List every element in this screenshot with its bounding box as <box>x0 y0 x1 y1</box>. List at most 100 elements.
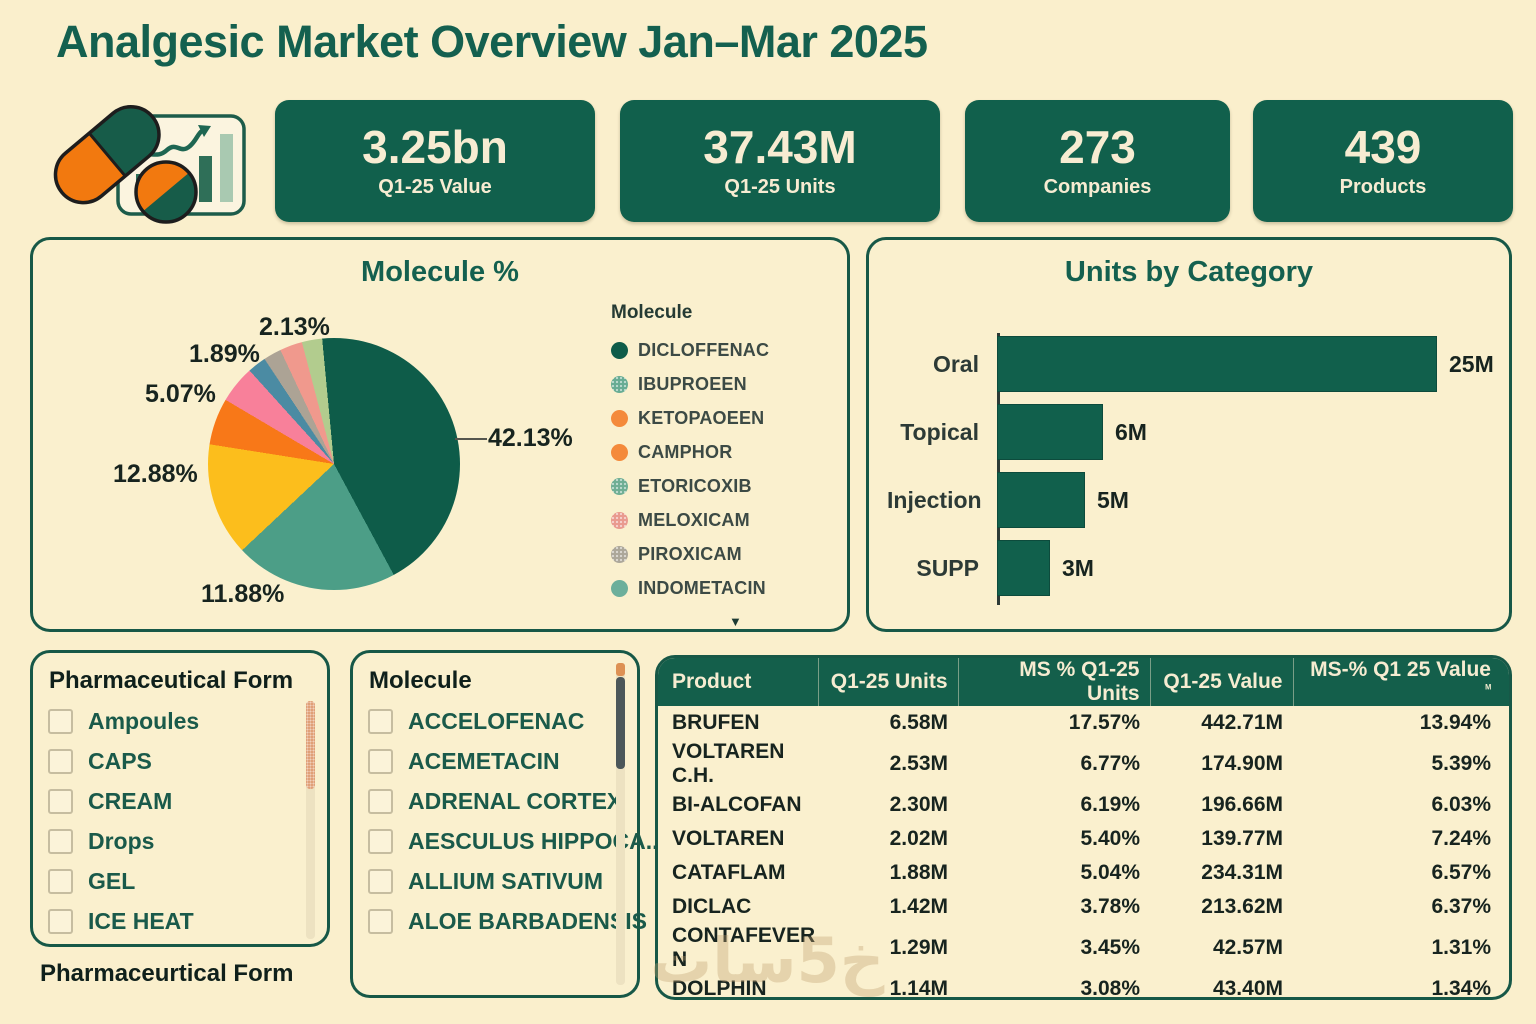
legend-item-piroxicam[interactable]: PIROXICAM <box>611 537 836 571</box>
filter-option-label: Drops <box>88 827 155 854</box>
table-header-ms-q1-25-value[interactable]: MS-% Q1 25 Value ᴹ <box>1292 658 1509 706</box>
checkbox-icon[interactable] <box>368 828 393 854</box>
checkbox-icon[interactable] <box>48 748 73 774</box>
value-cell: 6.77% <box>1080 752 1140 775</box>
checkbox-icon[interactable] <box>368 788 393 814</box>
product-cell: VOLTAREN <box>672 827 785 850</box>
legend-item-dicloffenac[interactable]: DICLOFFENAC <box>611 333 836 367</box>
filter-option-label: ADRENAL CORTEX <box>408 787 623 814</box>
bar-area: 5M <box>997 472 1491 528</box>
bar-value-label: 25M <box>1449 350 1494 377</box>
table-header-q1-25-value[interactable]: Q1-25 Value <box>1149 658 1293 706</box>
bar-area: 6M <box>997 404 1491 460</box>
scrollbar-thumb[interactable] <box>306 701 315 789</box>
bar-chart-axis <box>997 333 1000 605</box>
checkbox-icon[interactable] <box>368 708 393 734</box>
bar-topical[interactable] <box>997 404 1103 460</box>
filter-option-label: ACCELOFENAC <box>408 707 585 734</box>
filter-option-caps[interactable]: CAPS <box>48 741 327 781</box>
bar-category-label: Injection <box>887 486 982 513</box>
table-row-voltaren[interactable]: VOLTAREN 2.02M 5.40% 139.77M 7.24% <box>658 822 1509 856</box>
table-row-bi-alcofan[interactable]: BI-ALCOFAN 2.30M 6.19% 196.66M 6.03% <box>658 788 1509 822</box>
product-cell: BI-ALCOFAN <box>672 793 802 816</box>
legend-item-ketopaoeen[interactable]: KETOPAOEEN <box>611 401 836 435</box>
scrollbar-up-button[interactable] <box>616 663 625 676</box>
product-cell: CATAFLAM <box>672 861 786 884</box>
table-row-brufen[interactable]: BRUFEN 6.58M 17.57% 442.71M 13.94% <box>658 706 1509 740</box>
bar-category-label: Topical <box>900 418 979 445</box>
legend-expand-arrow-icon[interactable]: ▼ <box>729 614 742 629</box>
product-cell: VOLTAREN C.H. <box>672 740 785 787</box>
table-row-dolphin[interactable]: DOLPHIN 1.14M 3.08% 43.40M 1.34% <box>658 972 1509 1000</box>
bar-area: 25M <box>997 336 1494 392</box>
kpi-value: 439 <box>1344 121 1422 174</box>
pie-data-label: 1.89% <box>189 340 260 368</box>
legend-label: PIROXICAM <box>638 543 742 564</box>
checkbox-icon[interactable] <box>48 708 73 734</box>
legend-item-camphor[interactable]: CAMPHOR <box>611 435 836 469</box>
value-cell: 1.88M <box>889 861 948 884</box>
legend-swatch-icon <box>611 375 628 393</box>
pie-data-label: 5.07% <box>145 380 216 408</box>
filter-option-label: CAPS <box>88 747 152 774</box>
filter-option-accelofenac[interactable]: ACCELOFENAC <box>368 701 637 741</box>
legend-item-meloxicam[interactable]: MELOXICAM <box>611 503 836 537</box>
value-cell: 5.39% <box>1431 752 1491 775</box>
legend-item-ibuproeen[interactable]: IBUPROEEN <box>611 367 836 401</box>
checkbox-icon[interactable] <box>368 908 393 934</box>
filter-option-acemetacin[interactable]: ACEMETACIN <box>368 741 637 781</box>
scrollbar[interactable] <box>306 701 315 939</box>
value-cell: 13.94% <box>1419 711 1491 734</box>
filter-option-label: ICE HEAT <box>88 907 194 934</box>
table-header-product[interactable]: Product <box>658 658 818 706</box>
filter-option-aloe-barbadensis[interactable]: ALOE BARBADENSIS <box>368 901 647 941</box>
table-header-q1-25-units[interactable]: Q1-25 Units <box>817 658 958 706</box>
product-cell: BRUFEN <box>672 711 760 734</box>
legend-label: ETORICOXIB <box>638 475 752 496</box>
filter-option-aesculus-hippoca[interactable]: AESCULUS HIPPOCA.. <box>368 821 658 861</box>
value-cell: 6.57% <box>1431 861 1491 884</box>
checkbox-icon[interactable] <box>48 868 73 894</box>
bar-category-label: SUPP <box>916 554 979 581</box>
value-cell: 6.19% <box>1080 793 1140 816</box>
filter-option-allium-sativum[interactable]: ALLIUM SATIVUM <box>368 861 637 901</box>
filter-option-label: ALLIUM SATIVUM <box>408 867 604 894</box>
filter-option-ampoules[interactable]: Ampoules <box>48 701 327 741</box>
molecule-pie[interactable] <box>208 338 460 590</box>
value-cell: 3.45% <box>1080 936 1140 959</box>
checkbox-icon[interactable] <box>368 868 393 894</box>
value-cell: 6.03% <box>1431 793 1491 816</box>
filter-option-ice-heat[interactable]: ICE HEAT <box>48 901 327 941</box>
filter-option-gel[interactable]: GEL <box>48 861 327 901</box>
value-cell: 43.40M <box>1212 977 1283 1000</box>
filter-option-adrenal-cortex[interactable]: ADRENAL CORTEX <box>368 781 637 821</box>
checkbox-icon[interactable] <box>48 788 73 814</box>
table-row-cataflam[interactable]: CATAFLAM 1.88M 5.04% 234.31M 6.57% <box>658 856 1509 890</box>
legend-item-indometacin[interactable]: INDOMETACIN <box>611 571 836 605</box>
bar-chart-title: Units by Category <box>1064 256 1314 288</box>
filter-option-label: GEL <box>88 867 136 894</box>
bar-injection[interactable] <box>997 472 1085 528</box>
table-row-voltaren-c-h[interactable]: VOLTAREN C.H. 2.53M 6.77% 174.90M 5.39% <box>658 740 1509 788</box>
filter-option-cream[interactable]: CREAM <box>48 781 327 821</box>
bar-value-label: 5M <box>1097 486 1129 513</box>
scrollbar[interactable] <box>616 663 625 985</box>
units-by-category-panel: Units by Category Oral 25M Topical 6M Inject… <box>866 237 1512 632</box>
value-cell: 139.77M <box>1201 827 1283 850</box>
checkbox-icon[interactable] <box>48 828 73 854</box>
molecule-slicer: Molecule ACCELOFENAC ACEMETACIN ADRENAL CO… <box>350 650 658 998</box>
legend-item-etoricoxib[interactable]: ETORICOXIB <box>611 469 836 503</box>
filter-option-drops[interactable]: Drops <box>48 821 327 861</box>
table-header-ms-q1-25-units[interactable]: MS % Q1-25 Units <box>957 658 1150 706</box>
bar-oral[interactable] <box>997 336 1437 392</box>
scrollbar-thumb[interactable] <box>616 677 625 769</box>
kpi-label: Products <box>1339 175 1427 198</box>
bar-row-topical: Topical 6M <box>887 398 1491 466</box>
checkbox-icon[interactable] <box>368 748 393 774</box>
table-row-diclac[interactable]: DICLAC 1.42M 3.78% 213.62M 6.37% <box>658 890 1509 924</box>
table-row-contafever-n[interactable]: CONTAFEVER N 1.29M 3.45% 42.57M 1.31% <box>658 924 1509 972</box>
checkbox-icon[interactable] <box>48 908 73 934</box>
bar-supp[interactable] <box>997 540 1050 596</box>
legend-label: CAMPHOR <box>638 441 733 462</box>
